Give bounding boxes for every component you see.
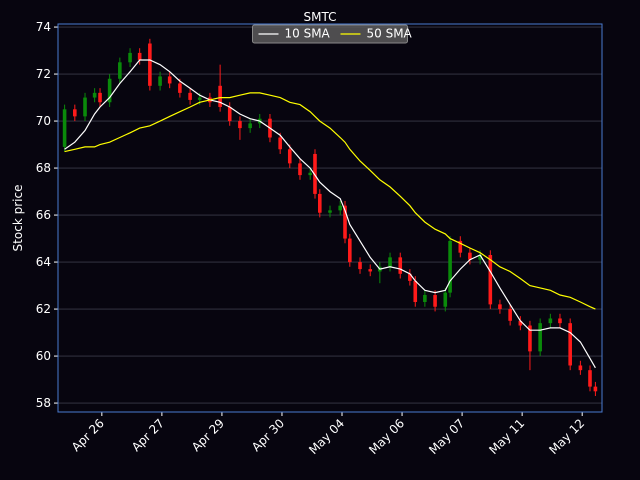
- candle-body: [137, 52, 142, 60]
- candle-body: [197, 97, 202, 100]
- candle-body: [548, 318, 553, 324]
- candle-body: [128, 52, 132, 63]
- candle-body: [167, 76, 172, 84]
- candle-body: [158, 76, 162, 86]
- candle-body: [528, 325, 532, 352]
- candle-body: [238, 121, 242, 129]
- chart-title: SMTC: [304, 10, 337, 24]
- candle-body: [588, 370, 592, 387]
- candle-body: [478, 255, 482, 260]
- candle-body: [338, 205, 343, 211]
- candle-body: [443, 292, 448, 307]
- candle-body: [308, 172, 312, 176]
- candle-body: [488, 255, 493, 305]
- candle-body: [83, 97, 87, 117]
- candle-body: [388, 257, 392, 267]
- y-tick-label: 72: [36, 67, 51, 81]
- candle-body: [343, 205, 347, 239]
- y-tick-label: 66: [36, 208, 51, 222]
- legend-box: [252, 24, 408, 44]
- candle-body: [107, 78, 112, 103]
- candle-body: [287, 149, 292, 164]
- candle-body: [518, 320, 523, 326]
- y-tick-label: 60: [36, 349, 51, 363]
- candle-body: [188, 92, 192, 100]
- candle-body: [92, 92, 97, 98]
- y-axis-label: Stock price: [11, 185, 25, 252]
- candle-body: [448, 240, 452, 293]
- candle-body: [148, 43, 152, 86]
- y-tick-label: 62: [36, 302, 51, 316]
- y-tick-label: 64: [36, 255, 51, 269]
- sma-line: [64, 92, 596, 310]
- sma-line: [64, 59, 596, 369]
- candle-body: [62, 109, 67, 147]
- candle-body: [423, 294, 427, 303]
- candle-body: [398, 257, 403, 274]
- candle-body: [317, 193, 322, 213]
- candle-body: [227, 106, 232, 122]
- candle-body: [328, 210, 332, 213]
- candle-body: [178, 83, 182, 93]
- candle-body: [413, 280, 418, 303]
- candle-body: [248, 123, 252, 129]
- candle-body: [468, 252, 472, 260]
- candle-body: [538, 323, 542, 352]
- y-tick-label: 68: [36, 161, 51, 175]
- legend-label: 50 SMA: [367, 27, 413, 41]
- candle-body: [433, 294, 437, 307]
- y-tick-label: 58: [36, 396, 51, 410]
- candle-body: [568, 323, 572, 366]
- candle-body: [278, 137, 282, 150]
- candle-body: [458, 240, 463, 253]
- candle-body: [368, 269, 373, 272]
- candle-body: [593, 386, 598, 392]
- y-tick-label: 74: [36, 20, 51, 34]
- legend-label: 10 SMA: [285, 27, 331, 41]
- candle-body: [558, 318, 562, 324]
- candle-body: [498, 304, 502, 310]
- candle-body: [508, 309, 512, 321]
- candle-body: [218, 85, 222, 107]
- candle-body: [298, 163, 302, 176]
- y-tick-label: 70: [36, 114, 51, 128]
- plot-frame: [57, 23, 603, 413]
- candle-body: [348, 238, 352, 263]
- candle-body: [73, 109, 77, 117]
- candle-body: [313, 153, 317, 194]
- candle-body: [578, 365, 583, 371]
- candle-body: [408, 273, 412, 281]
- candle-body: [358, 262, 362, 270]
- candle-body: [118, 62, 122, 79]
- candle-body: [98, 92, 102, 103]
